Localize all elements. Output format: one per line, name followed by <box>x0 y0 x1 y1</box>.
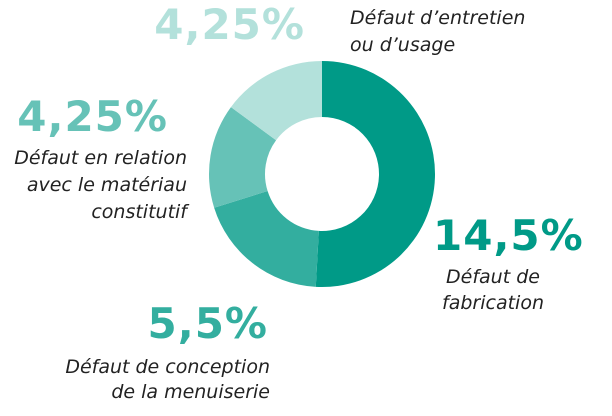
donut-slice <box>230 61 322 141</box>
value-label: 4,25% <box>17 92 168 141</box>
donut-slice <box>315 61 436 287</box>
category-label: de la menuiserie <box>111 381 270 403</box>
value-label: 4,25% <box>154 0 305 49</box>
category-label: fabrication <box>442 292 544 314</box>
category-label: avec le matériau <box>27 174 187 196</box>
donut-slice <box>208 107 277 208</box>
category-label: Défaut d’entretien <box>350 7 525 29</box>
value-label: 14,5% <box>433 211 584 260</box>
value-label: 5,5% <box>148 299 268 348</box>
donut-slice <box>214 191 319 287</box>
category-label: Défaut en relation <box>14 147 187 169</box>
category-label: ou d’usage <box>350 34 455 56</box>
category-label: Défaut de conception <box>65 356 270 378</box>
category-label: Défaut de <box>446 266 540 288</box>
category-label: constitutif <box>91 201 190 223</box>
